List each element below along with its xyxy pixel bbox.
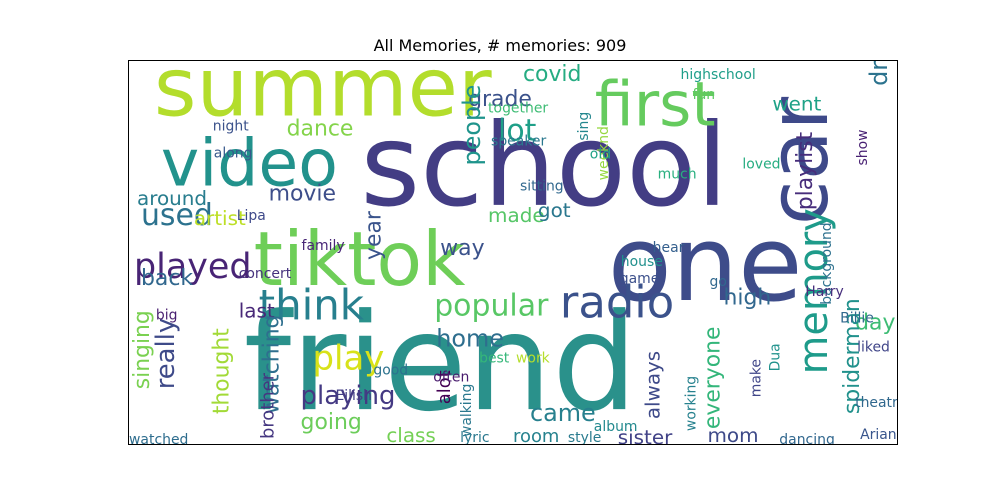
cloud-word: style <box>568 430 601 444</box>
cloud-word: house <box>621 254 663 270</box>
cloud-word: lot <box>498 114 536 149</box>
cloud-word: game <box>620 271 660 287</box>
cloud-word: concert <box>239 266 292 282</box>
cloud-word: big <box>156 308 178 324</box>
cloud-word: play <box>313 338 385 377</box>
cloud-word: singing <box>130 310 155 389</box>
cloud-word: Eilish <box>335 388 372 404</box>
cloud-word: along <box>214 146 253 162</box>
cloud-word: people <box>458 85 486 166</box>
cloud-word: make <box>748 359 764 397</box>
cloud-word: went <box>772 93 821 116</box>
cloud-word: brother <box>258 372 279 439</box>
cloud-word: driving <box>865 61 893 86</box>
cloud-word: together <box>488 101 548 117</box>
cloud-word: weeknd <box>596 126 612 180</box>
figure-title: All Memories, # memories: 909 <box>373 36 627 55</box>
cloud-word: hear <box>653 240 685 256</box>
cloud-word: speaker <box>491 134 546 150</box>
cloud-word: best <box>479 350 510 366</box>
cloud-word: good <box>373 362 408 378</box>
cloud-word: high <box>723 286 771 311</box>
cloud-word: back <box>141 266 193 291</box>
cloud-word: dance <box>287 117 354 142</box>
cloud-word: always <box>642 351 665 419</box>
cloud-word: watching <box>260 315 285 415</box>
cloud-word: playlist <box>793 131 818 210</box>
cloud-word: mom <box>707 424 758 444</box>
cloud-word: Billie <box>840 311 874 327</box>
cloud-word: working <box>684 376 700 431</box>
cloud-word: going <box>301 410 362 435</box>
cloud-word: dancing <box>779 432 835 444</box>
cloud-word: last <box>239 300 275 323</box>
cloud-word: used <box>141 198 213 233</box>
cloud-word: much <box>658 166 697 182</box>
cloud-word: friend <box>244 284 638 441</box>
cloud-word: car <box>752 96 847 225</box>
cloud-word: show <box>855 129 871 165</box>
cloud-word: movie <box>269 181 336 206</box>
cloud-word: covid <box>523 62 581 87</box>
cloud-word: popular <box>434 289 549 324</box>
cloud-word: liked <box>857 339 890 355</box>
cloud-word: night <box>213 119 249 135</box>
cloud-word: alot <box>434 370 455 404</box>
cloud-word: school <box>360 100 728 233</box>
cloud-word: grade <box>468 87 532 112</box>
cloud-word: background <box>819 222 835 304</box>
cloud-word: fun <box>693 87 716 103</box>
cloud-word: radio <box>560 276 674 329</box>
cloud-word: home <box>436 325 504 353</box>
cloud-word: came <box>530 399 596 427</box>
cloud-word: think <box>259 281 365 330</box>
cloud-word: played <box>134 247 252 287</box>
cloud-word: room <box>513 426 559 444</box>
cloud-word: spiderman <box>840 298 865 414</box>
cloud-word: really <box>151 318 181 389</box>
cloud-word: everyone <box>700 327 725 430</box>
cloud-word: thought <box>210 328 235 414</box>
cloud-word: old <box>590 147 611 163</box>
cloud-word: Harry <box>805 284 844 300</box>
cloud-word: way <box>440 236 484 261</box>
cloud-word: often <box>433 369 469 385</box>
cloud-word: family <box>302 238 345 254</box>
cloud-word: video <box>161 126 338 201</box>
cloud-word: loved <box>742 156 780 172</box>
cloud-word: sing <box>576 112 592 141</box>
cloud-word: work <box>516 350 551 366</box>
cloud-word: watched <box>129 432 188 444</box>
cloud-word: memory <box>791 208 837 374</box>
cloud-word: theatre <box>855 395 897 411</box>
cloud-word: around <box>137 187 207 210</box>
cloud-word: one <box>608 203 803 325</box>
cloud-word: lyric <box>460 430 489 444</box>
word-cloud-frame: friend school summer tiktok one video first car… <box>128 60 898 445</box>
cloud-word: walking <box>459 384 475 437</box>
cloud-word: album <box>594 419 638 435</box>
cloud-word: class <box>386 424 435 444</box>
cloud-word: Lipa <box>237 208 266 224</box>
cloud-word: day <box>855 311 895 336</box>
cloud-word: artist <box>194 207 246 230</box>
cloud-word: tiktok <box>254 216 467 303</box>
cloud-word: year <box>361 211 386 260</box>
cloud-word: sitting <box>520 178 564 194</box>
cloud-word: playing <box>301 381 396 411</box>
cloud-word: highschool <box>681 67 756 83</box>
cloud-word: Dua <box>767 343 783 371</box>
cloud-word: Ariana <box>860 427 897 443</box>
cloud-word: made <box>488 204 545 227</box>
cloud-word: summer <box>154 61 492 136</box>
cloud-word: got <box>538 199 571 222</box>
cloud-word: sister <box>618 426 673 444</box>
cloud-word: first <box>595 69 716 141</box>
cloud-word: go <box>709 274 726 290</box>
